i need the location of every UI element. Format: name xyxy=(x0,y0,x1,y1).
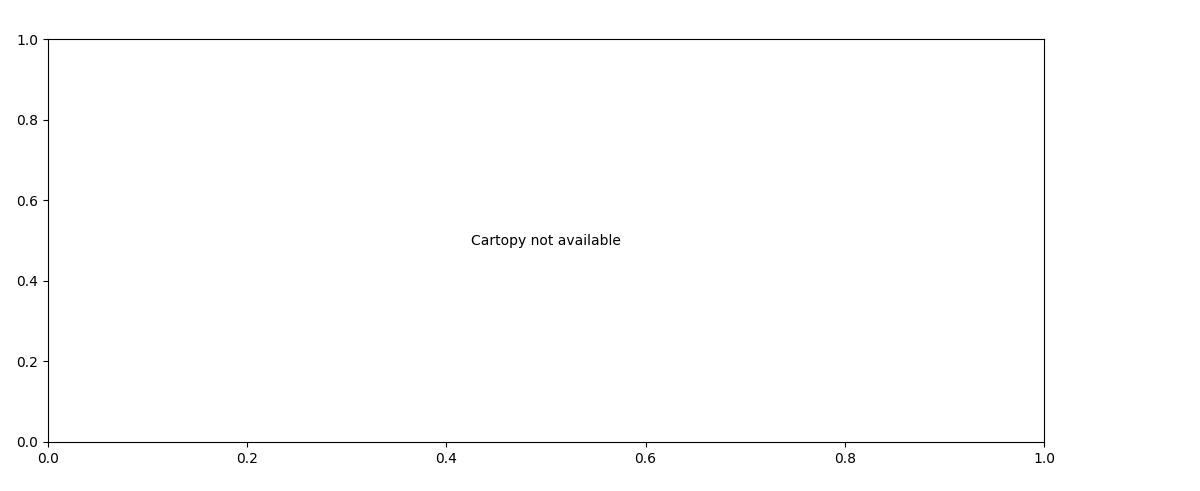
Text: Cartopy not available: Cartopy not available xyxy=(472,234,620,247)
